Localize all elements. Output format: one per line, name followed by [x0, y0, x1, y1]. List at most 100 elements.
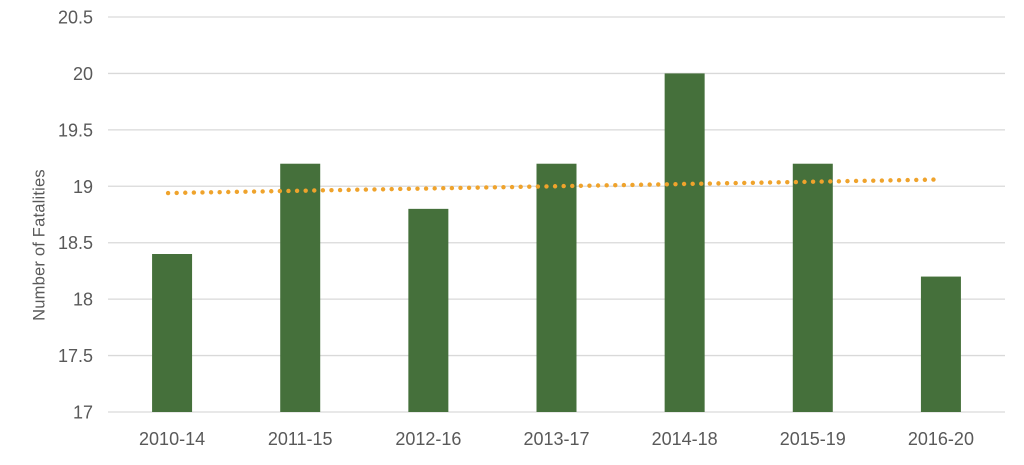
bar — [920, 276, 961, 412]
trend-dot — [716, 181, 721, 186]
y-tick-label: 19.5 — [58, 120, 93, 140]
trend-dot — [552, 184, 558, 189]
trend-dot — [535, 184, 541, 189]
trend-dot — [355, 187, 360, 192]
y-tick-label: 18.5 — [58, 233, 93, 253]
trend-dot — [828, 179, 833, 184]
trend-dot — [759, 180, 764, 185]
bar — [792, 163, 833, 412]
trend-dot — [217, 189, 222, 195]
trend-dot — [243, 189, 248, 194]
trend-dot — [690, 181, 695, 187]
trend-dot — [329, 187, 334, 193]
trend-dot — [836, 179, 842, 184]
trend-dot — [793, 179, 799, 185]
trend-dot — [415, 186, 420, 191]
trend-dot — [527, 184, 532, 189]
y-tick-label: 20 — [73, 64, 93, 84]
trend-dot — [286, 188, 291, 194]
trend-dot — [389, 186, 394, 192]
trend-dot — [183, 190, 188, 195]
trend-dot — [466, 185, 472, 190]
trend-dot — [234, 189, 240, 195]
y-tick-label: 20.5 — [58, 8, 93, 28]
trend-dot — [561, 183, 566, 189]
trend-dot — [647, 182, 652, 187]
trend-dot — [398, 186, 403, 192]
x-tick-label: 2014-18 — [652, 429, 718, 449]
trend-dot — [544, 184, 549, 189]
trend-dot — [269, 189, 274, 194]
trend-dot — [595, 183, 601, 188]
trend-dot — [423, 186, 429, 191]
trend-dot — [871, 178, 876, 183]
trend-dot — [613, 183, 618, 188]
trend-dot — [312, 188, 317, 193]
trend-dot — [226, 189, 231, 195]
trend-dot — [200, 190, 205, 195]
trend-dot — [174, 190, 179, 196]
bar — [664, 73, 705, 412]
trend-dot — [776, 180, 781, 185]
y-axis-title: Number of Fatalities — [30, 169, 49, 321]
trend-dot — [656, 182, 661, 187]
trend-dot — [733, 180, 738, 186]
trend-dot — [208, 190, 214, 195]
trend-dot — [905, 177, 910, 183]
trend-dot — [303, 188, 308, 193]
trend-dot — [879, 178, 885, 183]
y-tick-label: 17.5 — [58, 346, 93, 366]
trend-dot — [802, 179, 807, 185]
trend-dot — [724, 181, 730, 186]
trend-dot — [681, 181, 687, 187]
trend-dot — [277, 188, 283, 194]
trend-dot — [888, 178, 893, 183]
trend-dot — [251, 189, 257, 194]
trend-dot — [922, 177, 928, 182]
trend-dot — [501, 184, 506, 190]
trend-dot — [707, 181, 713, 186]
x-tick-label: 2013-17 — [523, 429, 589, 449]
trend-dot — [845, 178, 850, 184]
trend-dot — [699, 181, 704, 186]
trend-dot — [406, 186, 412, 192]
trend-dot — [853, 178, 859, 184]
trend-dot — [578, 183, 584, 189]
y-tick-label: 17 — [73, 403, 93, 423]
trend-dot — [432, 186, 437, 191]
trend-dot — [458, 185, 463, 191]
trend-dot — [372, 187, 377, 192]
trend-dot — [165, 190, 171, 196]
bar — [408, 208, 449, 412]
y-tick-label: 19 — [73, 177, 93, 197]
trend-dot — [604, 183, 609, 188]
trend-dot — [630, 182, 635, 188]
trend-dot — [638, 182, 644, 187]
trend-dot — [621, 182, 627, 188]
x-tick-label: 2012-16 — [395, 429, 461, 449]
trend-dot — [484, 185, 489, 190]
x-tick-label: 2016-20 — [908, 429, 974, 449]
trend-dot — [475, 185, 480, 190]
trend-dot — [320, 188, 326, 193]
trend-dot — [819, 179, 824, 184]
trend-dot — [337, 187, 343, 193]
trend-dot — [346, 187, 351, 193]
trend-dot — [896, 178, 902, 183]
bar — [152, 254, 193, 412]
trend-dot — [260, 189, 265, 194]
trend-dot — [570, 183, 575, 189]
x-tick-label: 2010-14 — [139, 429, 205, 449]
trend-dot — [742, 180, 747, 186]
trend-dot — [518, 184, 523, 190]
trend-dot — [363, 187, 369, 192]
x-tick-label: 2015-19 — [780, 429, 846, 449]
x-tick-label: 2011-15 — [268, 429, 333, 449]
trend-dot — [914, 177, 919, 183]
trend-dot — [294, 188, 300, 193]
bar — [280, 163, 321, 412]
trend-dot — [441, 186, 446, 191]
trend-dot — [785, 179, 790, 185]
